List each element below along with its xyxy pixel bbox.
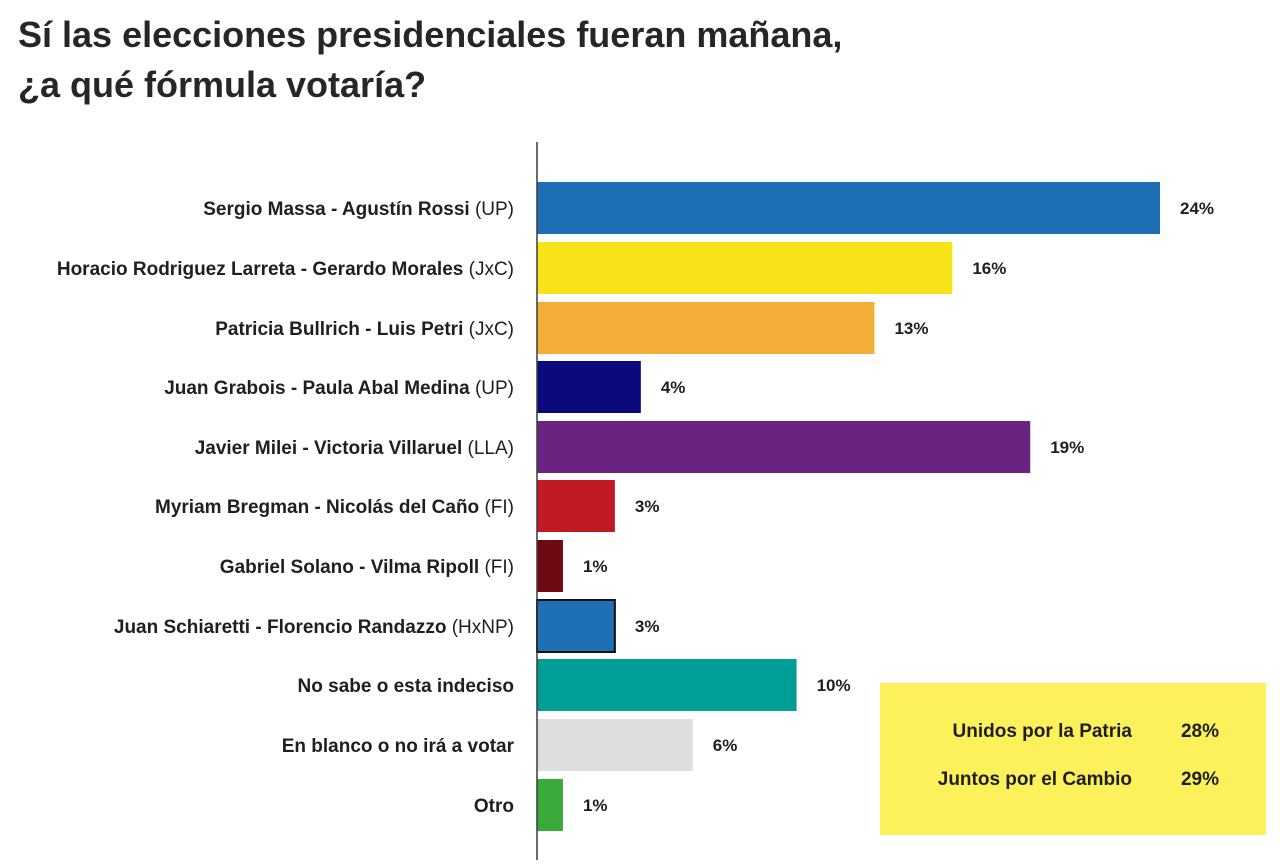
category-party: (LLA) bbox=[462, 438, 514, 459]
category-label-0: Sergio Massa - Agustín Rossi (UP) bbox=[203, 199, 514, 220]
category-name: En blanco o no irá a votar bbox=[282, 736, 515, 757]
value-label-10: 1% bbox=[583, 796, 608, 815]
category-label-8: No sabe o esta indeciso bbox=[298, 676, 514, 697]
category-party: (UP) bbox=[470, 199, 514, 220]
bar-7 bbox=[536, 599, 616, 653]
summary-row-unidos: Unidos por la Patria 28% bbox=[880, 713, 1266, 761]
category-party: (JxC) bbox=[463, 319, 514, 340]
bar-0 bbox=[537, 182, 1160, 234]
category-name: Juan Grabois - Paula Abal Medina bbox=[164, 378, 470, 399]
category-label-10: Otro bbox=[474, 796, 514, 817]
category-label-9: En blanco o no irá a votar bbox=[282, 736, 515, 757]
category-label-5: Myriam Bregman - Nicolás del Caño (FI) bbox=[155, 497, 514, 518]
category-label-3: Juan Grabois - Paula Abal Medina (UP) bbox=[164, 378, 514, 399]
category-party: (HxNP) bbox=[446, 617, 514, 638]
value-label-8: 10% bbox=[817, 676, 851, 695]
bar-10 bbox=[537, 779, 563, 831]
category-label-4: Javier Milei - Victoria Villaruel (LLA) bbox=[195, 438, 514, 459]
value-label-7: 3% bbox=[635, 617, 660, 636]
category-name: Sergio Massa - Agustín Rossi bbox=[203, 199, 469, 220]
summary-name: Juntos por el Cambio bbox=[937, 769, 1132, 790]
bar-6 bbox=[537, 540, 563, 592]
summary-value: 28% bbox=[1180, 721, 1219, 742]
chart-title-line-1: Sí las elecciones presidenciales fueran … bbox=[18, 14, 843, 55]
category-label-6: Gabriel Solano - Vilma Ripoll (FI) bbox=[220, 557, 514, 578]
chart-title: Sí las elecciones presidenciales fueran … bbox=[18, 10, 842, 110]
category-party: (FI) bbox=[479, 497, 514, 518]
chart-title-line-2: ¿a qué fórmula votaría? bbox=[18, 64, 427, 105]
bar-1 bbox=[537, 242, 953, 294]
category-party: (FI) bbox=[479, 557, 514, 578]
summary-row-juntos: Juntos por el Cambio 29% bbox=[880, 761, 1266, 809]
category-name: Javier Milei - Victoria Villaruel bbox=[195, 438, 463, 459]
category-name: Otro bbox=[474, 796, 514, 817]
category-label-2: Patricia Bullrich - Luis Petri (JxC) bbox=[215, 319, 514, 340]
category-name: Myriam Bregman - Nicolás del Caño bbox=[155, 497, 479, 518]
category-party: (UP) bbox=[470, 378, 514, 399]
category-name: Patricia Bullrich - Luis Petri bbox=[215, 319, 463, 340]
coalition-summary-box: Unidos por la Patria 28% Juntos por el C… bbox=[880, 683, 1266, 835]
value-label-5: 3% bbox=[635, 497, 660, 516]
value-label-0: 24% bbox=[1180, 199, 1214, 218]
value-label-9: 6% bbox=[713, 736, 738, 755]
category-label-1: Horacio Rodriguez Larreta - Gerardo Mora… bbox=[57, 259, 514, 280]
value-label-6: 1% bbox=[583, 557, 608, 576]
category-name: Gabriel Solano - Vilma Ripoll bbox=[220, 557, 479, 578]
value-label-2: 13% bbox=[894, 319, 928, 338]
category-label-7: Juan Schiaretti - Florencio Randazzo (Hx… bbox=[114, 617, 514, 638]
summary-value: 29% bbox=[1180, 769, 1219, 790]
value-label-4: 19% bbox=[1050, 438, 1084, 457]
value-label-1: 16% bbox=[972, 259, 1006, 278]
bar-4 bbox=[537, 421, 1031, 473]
bar-9 bbox=[537, 719, 693, 771]
category-party: (JxC) bbox=[463, 259, 514, 280]
category-name: Juan Schiaretti - Florencio Randazzo bbox=[114, 617, 447, 638]
bar-8 bbox=[537, 659, 797, 711]
bar-2 bbox=[537, 302, 875, 354]
category-name: Horacio Rodriguez Larreta - Gerardo Mora… bbox=[57, 259, 464, 280]
bar-5 bbox=[537, 480, 615, 532]
bar-3 bbox=[537, 361, 641, 413]
category-name: No sabe o esta indeciso bbox=[298, 676, 514, 697]
value-label-3: 4% bbox=[661, 378, 686, 397]
summary-name: Unidos por la Patria bbox=[952, 721, 1132, 742]
